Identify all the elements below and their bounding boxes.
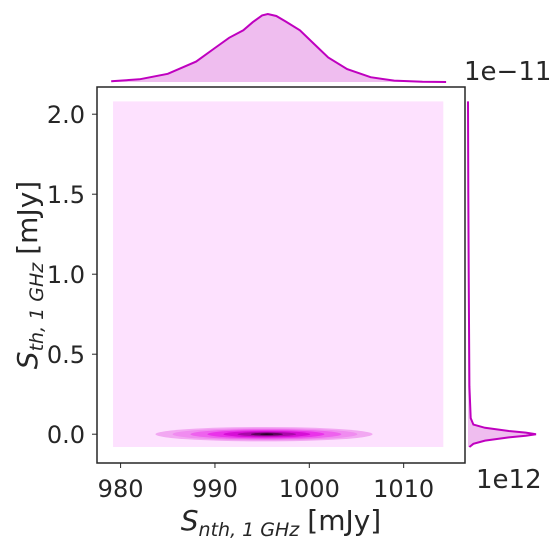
y-axis-label-symbol: S: [11, 351, 44, 369]
marginal-x-line: [111, 12, 447, 83]
joint-density-background: [113, 101, 444, 448]
y-ticks: 0.0 0.5 1.0 1.5 2.0: [47, 101, 97, 449]
y-tick-label: 0.5: [47, 341, 85, 369]
y-tick-label: 2.0: [47, 101, 85, 129]
x-tick-label: 1010: [373, 475, 434, 503]
x-offset-text: 1e12: [476, 465, 542, 495]
y-axis-label-unit: [mJy]: [11, 181, 44, 255]
x-tick-label: 1000: [279, 475, 340, 503]
y-tick-label: 0.0: [47, 421, 85, 449]
y-axis-label-subscript: th, 1 GHz: [26, 262, 48, 352]
joint-density-contours: [155, 427, 373, 442]
x-axis-label: Snth, 1 GHz [mJy]: [181, 504, 381, 541]
marginal-y-density: [467, 101, 537, 448]
joint-axes-frame: [96, 86, 466, 464]
y-axis-label: Sth, 1 GHz [mJy]: [11, 181, 48, 369]
x-axis-label-sub-text: nth, 1 GHz: [199, 519, 301, 541]
y-tick-label: 1.5: [47, 181, 85, 209]
x-axis-label-symbol: S: [181, 504, 199, 537]
x-ticks: 980 990 1000 1010: [98, 463, 434, 503]
marginal-y-fill: [468, 101, 536, 448]
joint-axes: 980 990 1000 1010 0.0 0.5 1.0 1.5 2.0: [47, 86, 466, 503]
x-axis-label-unit: [mJy]: [307, 504, 381, 537]
marginal-x-fill: [111, 14, 447, 82]
y-offset-text: 1e−11: [464, 57, 551, 87]
density-contour-level-8: [260, 433, 274, 435]
y-axis-label-sub-text: th, 1 GHz: [26, 262, 48, 352]
x-axis-label-subscript: nth, 1 GHz: [199, 519, 301, 541]
y-tick-label: 1.0: [47, 261, 85, 289]
x-tick-label: 990: [192, 475, 238, 503]
marginal-x-density: [111, 12, 447, 83]
marginal-y-line: [467, 101, 537, 448]
x-tick-label: 980: [98, 475, 144, 503]
